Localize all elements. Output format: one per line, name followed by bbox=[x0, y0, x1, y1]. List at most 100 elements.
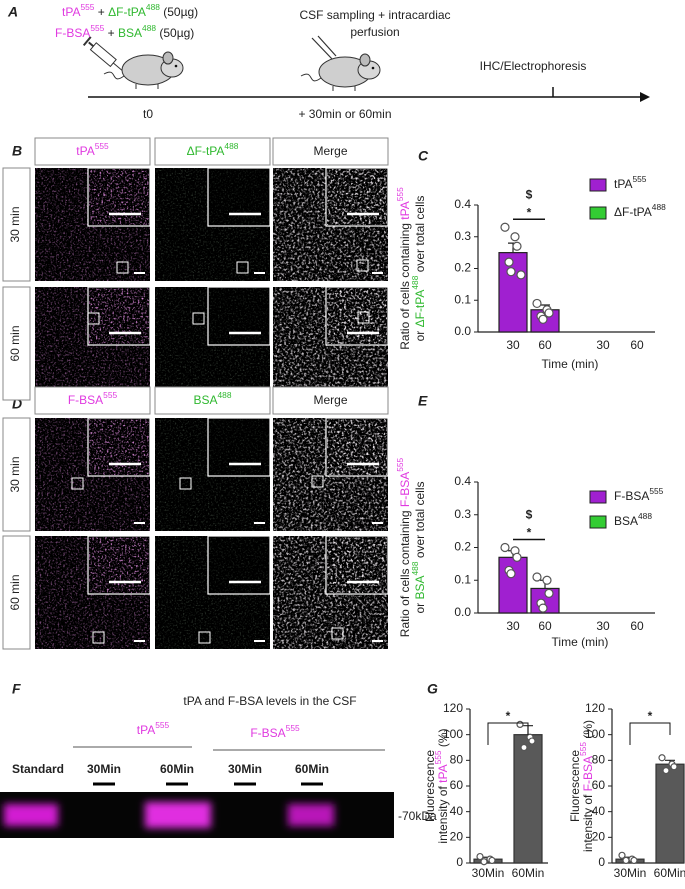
x-axis-title: Time (min) bbox=[542, 357, 599, 371]
data-point bbox=[500, 222, 510, 232]
superscript: 555 bbox=[286, 723, 300, 733]
panel-label: F bbox=[12, 681, 21, 697]
superscript: 488 bbox=[218, 390, 232, 400]
header-box bbox=[272, 137, 389, 166]
superscript: 555 bbox=[649, 486, 663, 496]
data-point bbox=[504, 257, 514, 267]
data-point bbox=[510, 232, 520, 242]
text-part: intensity of bbox=[436, 783, 450, 844]
text-part: over total cells bbox=[413, 481, 427, 561]
mouse-eye bbox=[371, 66, 375, 70]
bar bbox=[498, 556, 528, 614]
superscript: 555 bbox=[632, 174, 646, 184]
data-point bbox=[488, 856, 496, 865]
region-box bbox=[331, 627, 344, 640]
data-point bbox=[544, 308, 554, 318]
y-tick-label: 120 bbox=[443, 701, 463, 715]
text-part: or bbox=[413, 327, 427, 341]
column-header: Merge bbox=[313, 144, 347, 158]
y-axis-title: Ratio of cells containing tPA555 bbox=[395, 187, 412, 350]
panel-label: A bbox=[7, 4, 18, 20]
region-box bbox=[179, 477, 192, 490]
bar bbox=[513, 734, 543, 864]
bar bbox=[498, 252, 528, 333]
text-part: (50µg) bbox=[156, 26, 194, 40]
data-point bbox=[480, 858, 488, 866]
text-part: Ratio of cells containing bbox=[398, 507, 412, 637]
delay-label: + 30min or 60min bbox=[298, 107, 391, 121]
text-part: over total cells bbox=[413, 196, 427, 276]
data-point bbox=[538, 314, 548, 324]
header-box bbox=[272, 386, 389, 415]
x-tick-label: 30 bbox=[596, 619, 610, 633]
data-point bbox=[622, 856, 630, 865]
data-point bbox=[512, 552, 522, 562]
text-part: F-BSA bbox=[581, 756, 595, 791]
y-tick-label: 100 bbox=[443, 727, 463, 741]
inset-signal bbox=[327, 419, 387, 475]
superscript: 488 bbox=[224, 141, 238, 151]
mouse-tail bbox=[103, 71, 125, 80]
x-tick-label: 60Min bbox=[512, 866, 545, 880]
gel-band bbox=[145, 802, 211, 828]
lane-label: Standard bbox=[12, 762, 64, 776]
text-part: ΔF-tPA bbox=[413, 290, 427, 328]
superscript: 488 bbox=[142, 23, 156, 33]
superscript: 488 bbox=[410, 561, 420, 575]
text-part: intensity of bbox=[581, 791, 595, 852]
region-box bbox=[92, 631, 105, 644]
data-point bbox=[506, 569, 516, 579]
legend-swatch bbox=[589, 178, 607, 192]
significance-bracket bbox=[629, 722, 671, 745]
y-tick-label: 0.3 bbox=[454, 507, 471, 521]
text-part: BSA bbox=[194, 393, 218, 407]
text-part: Merge bbox=[313, 393, 347, 407]
text-part: Ratio of cells containing bbox=[398, 220, 412, 350]
significance-bracket bbox=[487, 722, 529, 745]
data-point bbox=[658, 754, 666, 762]
legend-swatch bbox=[589, 490, 607, 504]
text-part: tPA bbox=[398, 201, 412, 219]
data-point bbox=[516, 720, 524, 729]
text-part: BSA bbox=[413, 576, 427, 600]
text-part: tPA bbox=[76, 144, 94, 158]
superscript: 488 bbox=[638, 511, 652, 521]
panel-label: D bbox=[12, 396, 22, 412]
x-tick-label: 30Min bbox=[472, 866, 505, 880]
data-point bbox=[500, 542, 510, 553]
legend-label: F-BSA555 bbox=[614, 486, 664, 503]
legend-swatch bbox=[589, 206, 607, 220]
header-box bbox=[154, 137, 271, 166]
needle bbox=[311, 35, 337, 61]
region-box bbox=[71, 477, 84, 490]
region-box bbox=[311, 475, 324, 488]
x-tick-label: 60 bbox=[630, 338, 644, 352]
inset-signal bbox=[209, 419, 269, 475]
text-part: + bbox=[104, 26, 118, 40]
data-point bbox=[506, 267, 516, 277]
row-box bbox=[2, 417, 31, 532]
y-axis-title: Ratio of cells containing F-BSA555 bbox=[395, 457, 412, 637]
annotation: * bbox=[648, 709, 653, 723]
legend-swatch bbox=[589, 515, 607, 529]
inset-signal bbox=[89, 419, 149, 475]
y-tick-label: 0.4 bbox=[454, 474, 471, 488]
annotation: * bbox=[506, 709, 511, 723]
row-label: 60 min bbox=[8, 574, 22, 610]
data-point bbox=[630, 856, 638, 865]
x-tick-label: 30 bbox=[596, 338, 610, 352]
gel-band bbox=[288, 804, 334, 826]
y-tick-label: 40 bbox=[450, 804, 464, 818]
mouse-icon bbox=[300, 53, 381, 91]
text-part: Fluorescence bbox=[423, 750, 437, 822]
data-point bbox=[516, 270, 526, 280]
column-header: ΔF-tPA488 bbox=[187, 141, 239, 158]
mouse-eye bbox=[174, 64, 178, 68]
data-point bbox=[532, 298, 542, 309]
inset-signal bbox=[209, 537, 269, 593]
y-tick-label: 0.1 bbox=[454, 572, 471, 586]
column-header: F-BSA555 bbox=[68, 390, 118, 407]
